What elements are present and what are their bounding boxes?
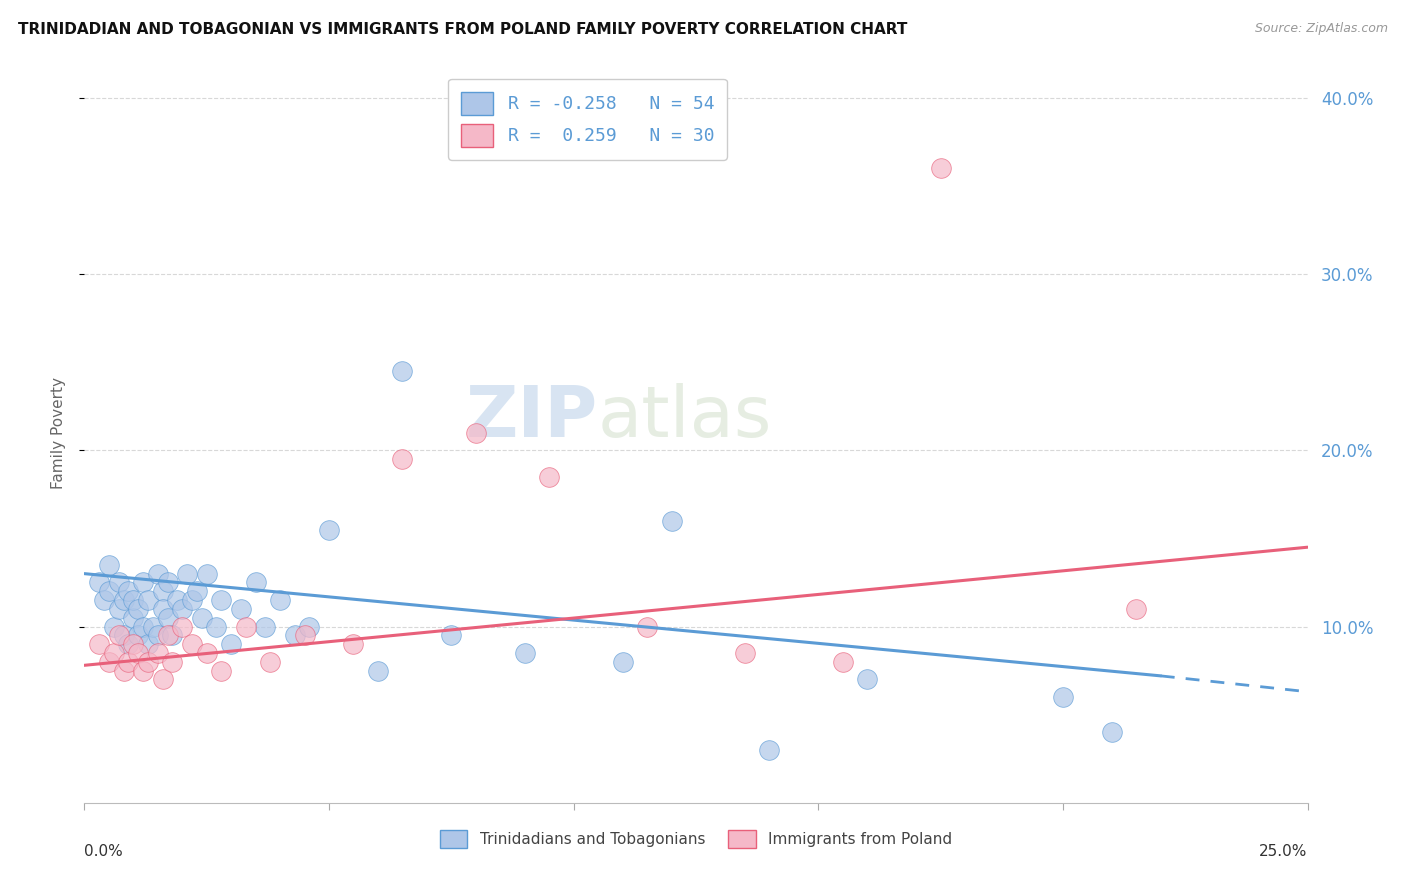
Point [269,593,291,607]
Point [186,584,208,599]
Point [254,619,277,633]
Point [136,637,159,651]
Text: Source: ZipAtlas.com: Source: ZipAtlas.com [1254,22,1388,36]
Point [636,619,658,633]
Point [146,646,169,660]
Point [93,593,115,607]
Point [162,655,184,669]
Point [97,584,120,599]
Point [191,610,214,624]
Point [146,566,169,581]
Point [391,452,413,467]
Point [440,628,463,642]
Point [195,646,218,660]
Point [156,610,179,624]
Point [162,628,184,642]
Text: ZIP: ZIP [465,384,598,452]
Point [107,628,129,642]
Point [1125,602,1147,616]
Point [142,619,165,633]
Point [831,655,853,669]
Point [209,593,232,607]
Point [181,593,204,607]
Point [245,575,267,590]
Point [205,619,228,633]
Point [127,646,149,660]
Point [132,575,155,590]
Point [103,646,125,660]
Point [103,619,125,633]
Point [391,364,413,378]
Point [342,637,364,651]
Point [259,655,281,669]
Point [127,602,149,616]
Point [117,584,139,599]
Text: TRINIDADIAN AND TOBAGONIAN VS IMMIGRANTS FROM POLAND FAMILY POVERTY CORRELATION : TRINIDADIAN AND TOBAGONIAN VS IMMIGRANTS… [18,22,908,37]
Point [284,628,307,642]
Point [734,646,756,660]
Point [107,575,129,590]
Point [152,602,174,616]
Point [152,673,174,687]
Point [146,628,169,642]
Point [122,610,145,624]
Text: 0.0%: 0.0% [84,844,124,858]
Point [97,655,120,669]
Legend: Trinidadians and Tobagonians, Immigrants from Poland: Trinidadians and Tobagonians, Immigrants… [434,823,957,855]
Point [758,743,780,757]
Point [367,664,389,678]
Point [156,575,179,590]
Point [132,619,155,633]
Y-axis label: Family Poverty: Family Poverty [51,376,66,489]
Point [122,637,145,651]
Point [112,628,135,642]
Point [156,628,179,642]
Point [136,655,159,669]
Point [229,602,252,616]
Point [209,664,232,678]
Point [464,425,486,440]
Point [152,584,174,599]
Point [172,619,194,633]
Point [661,514,683,528]
Point [122,593,145,607]
Point [166,593,188,607]
Point [87,637,110,651]
Text: atlas: atlas [598,384,772,452]
Text: 25.0%: 25.0% [1260,844,1308,858]
Point [136,593,159,607]
Point [235,619,257,633]
Point [97,558,120,572]
Point [1052,690,1074,704]
Point [112,593,135,607]
Point [112,664,135,678]
Point [132,664,155,678]
Point [538,469,561,483]
Point [856,673,879,687]
Point [298,619,321,633]
Point [513,646,536,660]
Point [117,637,139,651]
Point [107,602,129,616]
Point [612,655,634,669]
Point [318,523,340,537]
Point [195,566,218,581]
Point [117,655,139,669]
Point [1101,725,1123,739]
Point [929,161,952,176]
Point [181,637,204,651]
Point [87,575,110,590]
Point [172,602,194,616]
Point [176,566,198,581]
Point [294,628,316,642]
Point [127,628,149,642]
Point [219,637,242,651]
